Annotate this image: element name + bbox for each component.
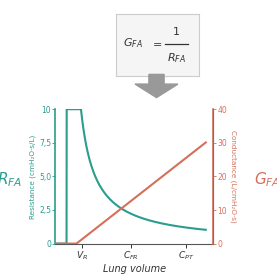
Text: $R_{FA}$: $R_{FA}$ <box>0 170 22 188</box>
Text: $G_{FA}$: $G_{FA}$ <box>254 170 277 188</box>
Y-axis label: Conductance (L/cmH₂O·s): Conductance (L/cmH₂O·s) <box>230 130 237 223</box>
Y-axis label: Resistance (cmH₂O·s/L): Resistance (cmH₂O·s/L) <box>30 134 36 218</box>
X-axis label: Lung volume: Lung volume <box>103 264 166 274</box>
FancyArrow shape <box>135 74 178 98</box>
Text: $G_{FA}$: $G_{FA}$ <box>123 37 143 50</box>
Text: $1$: $1$ <box>172 25 180 37</box>
Text: $=$: $=$ <box>150 39 162 48</box>
Text: $R_{FA}$: $R_{FA}$ <box>167 52 186 65</box>
